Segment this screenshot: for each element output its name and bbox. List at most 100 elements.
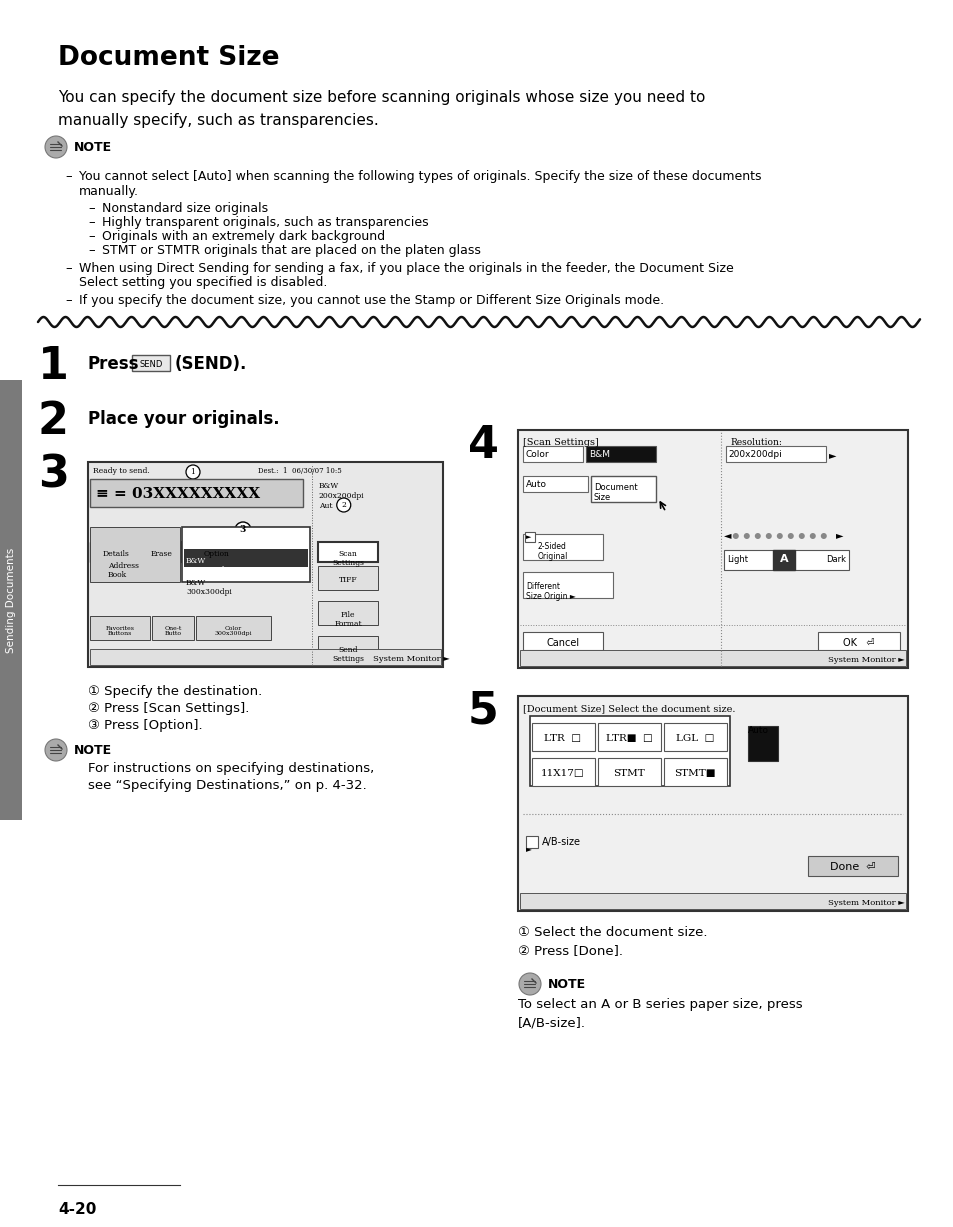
Text: STMT■: STMT■ — [674, 769, 715, 778]
Bar — [663, 723, 726, 751]
Text: 2: 2 — [341, 501, 346, 509]
Bar — [525, 836, 537, 848]
Text: Color: Color — [525, 450, 549, 459]
Text: –: – — [65, 263, 71, 275]
Circle shape — [234, 521, 251, 537]
Text: ►: ► — [828, 450, 836, 460]
Text: Sending Documents: Sending Documents — [6, 547, 16, 653]
Text: System Monitor ►: System Monitor ► — [827, 656, 903, 664]
Text: ►: ► — [525, 844, 532, 853]
Text: Favorites
Buttons: Favorites Buttons — [106, 626, 134, 637]
Bar — [807, 856, 897, 876]
Bar — [90, 649, 440, 665]
Bar — [522, 572, 613, 598]
Bar — [725, 445, 825, 463]
Text: STMT or STMTR originals that are placed on the platen glass: STMT or STMTR originals that are placed … — [102, 244, 480, 256]
Bar — [317, 636, 377, 660]
Bar — [747, 726, 778, 761]
Bar — [90, 616, 150, 640]
Text: Erase: Erase — [151, 550, 172, 558]
Bar — [182, 528, 310, 582]
Text: STMT: STMT — [613, 769, 644, 778]
Circle shape — [743, 533, 749, 539]
Text: 2-Sided
Original: 2-Sided Original — [537, 542, 568, 562]
Text: NOTE: NOTE — [74, 141, 112, 155]
Text: –: – — [88, 202, 94, 215]
Bar — [317, 566, 377, 590]
Circle shape — [186, 465, 200, 479]
Bar — [817, 632, 899, 650]
Text: 200x200dpi: 200x200dpi — [318, 492, 364, 499]
Text: B&W
200x200dpi: B&W 200x200dpi — [186, 557, 232, 573]
Text: You cannot select [Auto] when scanning the following types of originals. Specify: You cannot select [Auto] when scanning t… — [79, 171, 760, 183]
Text: [Scan Settings]: [Scan Settings] — [522, 438, 598, 447]
Text: Done  ⏎: Done ⏎ — [829, 863, 875, 872]
Text: Dark: Dark — [825, 555, 845, 564]
Text: Originals with an extremely dark background: Originals with an extremely dark backgro… — [102, 229, 385, 243]
Text: see “Specifying Destinations,” on p. 4-32.: see “Specifying Destinations,” on p. 4-3… — [88, 779, 366, 791]
Bar — [317, 601, 377, 625]
Text: –: – — [88, 229, 94, 243]
Bar — [532, 758, 595, 787]
Text: 11X17□: 11X17□ — [540, 769, 584, 778]
Text: ③ Press [Option].: ③ Press [Option]. — [88, 719, 202, 733]
Text: File
Format: File Format — [334, 611, 361, 627]
Bar — [522, 445, 582, 463]
Text: manually specify, such as transparencies.: manually specify, such as transparencies… — [58, 113, 378, 128]
Text: [Document Size] Select the document size.: [Document Size] Select the document size… — [522, 704, 735, 713]
Text: [A/B-size].: [A/B-size]. — [517, 1016, 585, 1029]
Text: ►: ► — [835, 530, 842, 540]
Text: System Monitor ►: System Monitor ► — [373, 655, 449, 663]
Text: One-t
Butto: One-t Butto — [164, 626, 181, 637]
Text: Cancel: Cancel — [546, 638, 579, 648]
Text: LTR  □: LTR □ — [544, 734, 581, 744]
Text: –: – — [88, 244, 94, 256]
Text: Resolution:: Resolution: — [730, 438, 781, 447]
Text: For instructions on specifying destinations,: For instructions on specifying destinati… — [88, 762, 374, 775]
Text: Auto: Auto — [747, 726, 768, 735]
Bar — [90, 479, 303, 507]
Text: TIFF: TIFF — [338, 575, 357, 584]
Bar — [723, 550, 848, 571]
Text: –: – — [65, 294, 71, 307]
Text: Different
Size Origin ►: Different Size Origin ► — [525, 582, 576, 601]
Text: 4-20: 4-20 — [58, 1202, 96, 1217]
Bar — [90, 542, 142, 562]
Circle shape — [798, 533, 804, 539]
Text: If you specify the document size, you cannot use the Stamp or Different Size Ori: If you specify the document size, you ca… — [79, 294, 663, 307]
Bar — [88, 463, 442, 667]
Bar — [517, 429, 907, 667]
Text: Aut: Aut — [318, 502, 332, 510]
Text: 1: 1 — [191, 467, 195, 476]
Bar — [195, 616, 271, 640]
Text: Place your originals.: Place your originals. — [88, 410, 279, 428]
Text: ►: ► — [525, 534, 531, 540]
Bar — [663, 758, 726, 787]
Text: Send
Settings: Send Settings — [332, 645, 364, 663]
Bar — [152, 616, 193, 640]
Text: Document Size: Document Size — [58, 45, 279, 71]
Bar — [182, 542, 252, 562]
Circle shape — [45, 136, 67, 158]
Text: B&W
300x300dpi: B&W 300x300dpi — [186, 579, 232, 595]
Text: –: – — [65, 171, 71, 183]
Circle shape — [732, 533, 738, 539]
Bar — [598, 758, 660, 787]
Text: (SEND).: (SEND). — [174, 355, 247, 373]
Bar — [524, 533, 535, 542]
Circle shape — [820, 533, 826, 539]
Bar — [532, 723, 595, 751]
Text: B&W: B&W — [318, 482, 338, 490]
Bar — [519, 893, 905, 909]
Text: 1: 1 — [38, 345, 69, 388]
Text: SEND: SEND — [139, 360, 163, 369]
Text: Ready to send.: Ready to send. — [92, 467, 150, 475]
Text: You can specify the document size before scanning originals whose size you need : You can specify the document size before… — [58, 90, 704, 106]
Bar — [522, 476, 587, 492]
Bar — [519, 650, 905, 666]
Text: Light: Light — [726, 555, 747, 564]
Text: Details: Details — [103, 550, 130, 558]
Text: ① Specify the destination.: ① Specify the destination. — [88, 685, 262, 698]
Text: Dest.:  1  06/30/07 10:5: Dest.: 1 06/30/07 10:5 — [257, 467, 341, 475]
Text: 5: 5 — [468, 690, 498, 733]
